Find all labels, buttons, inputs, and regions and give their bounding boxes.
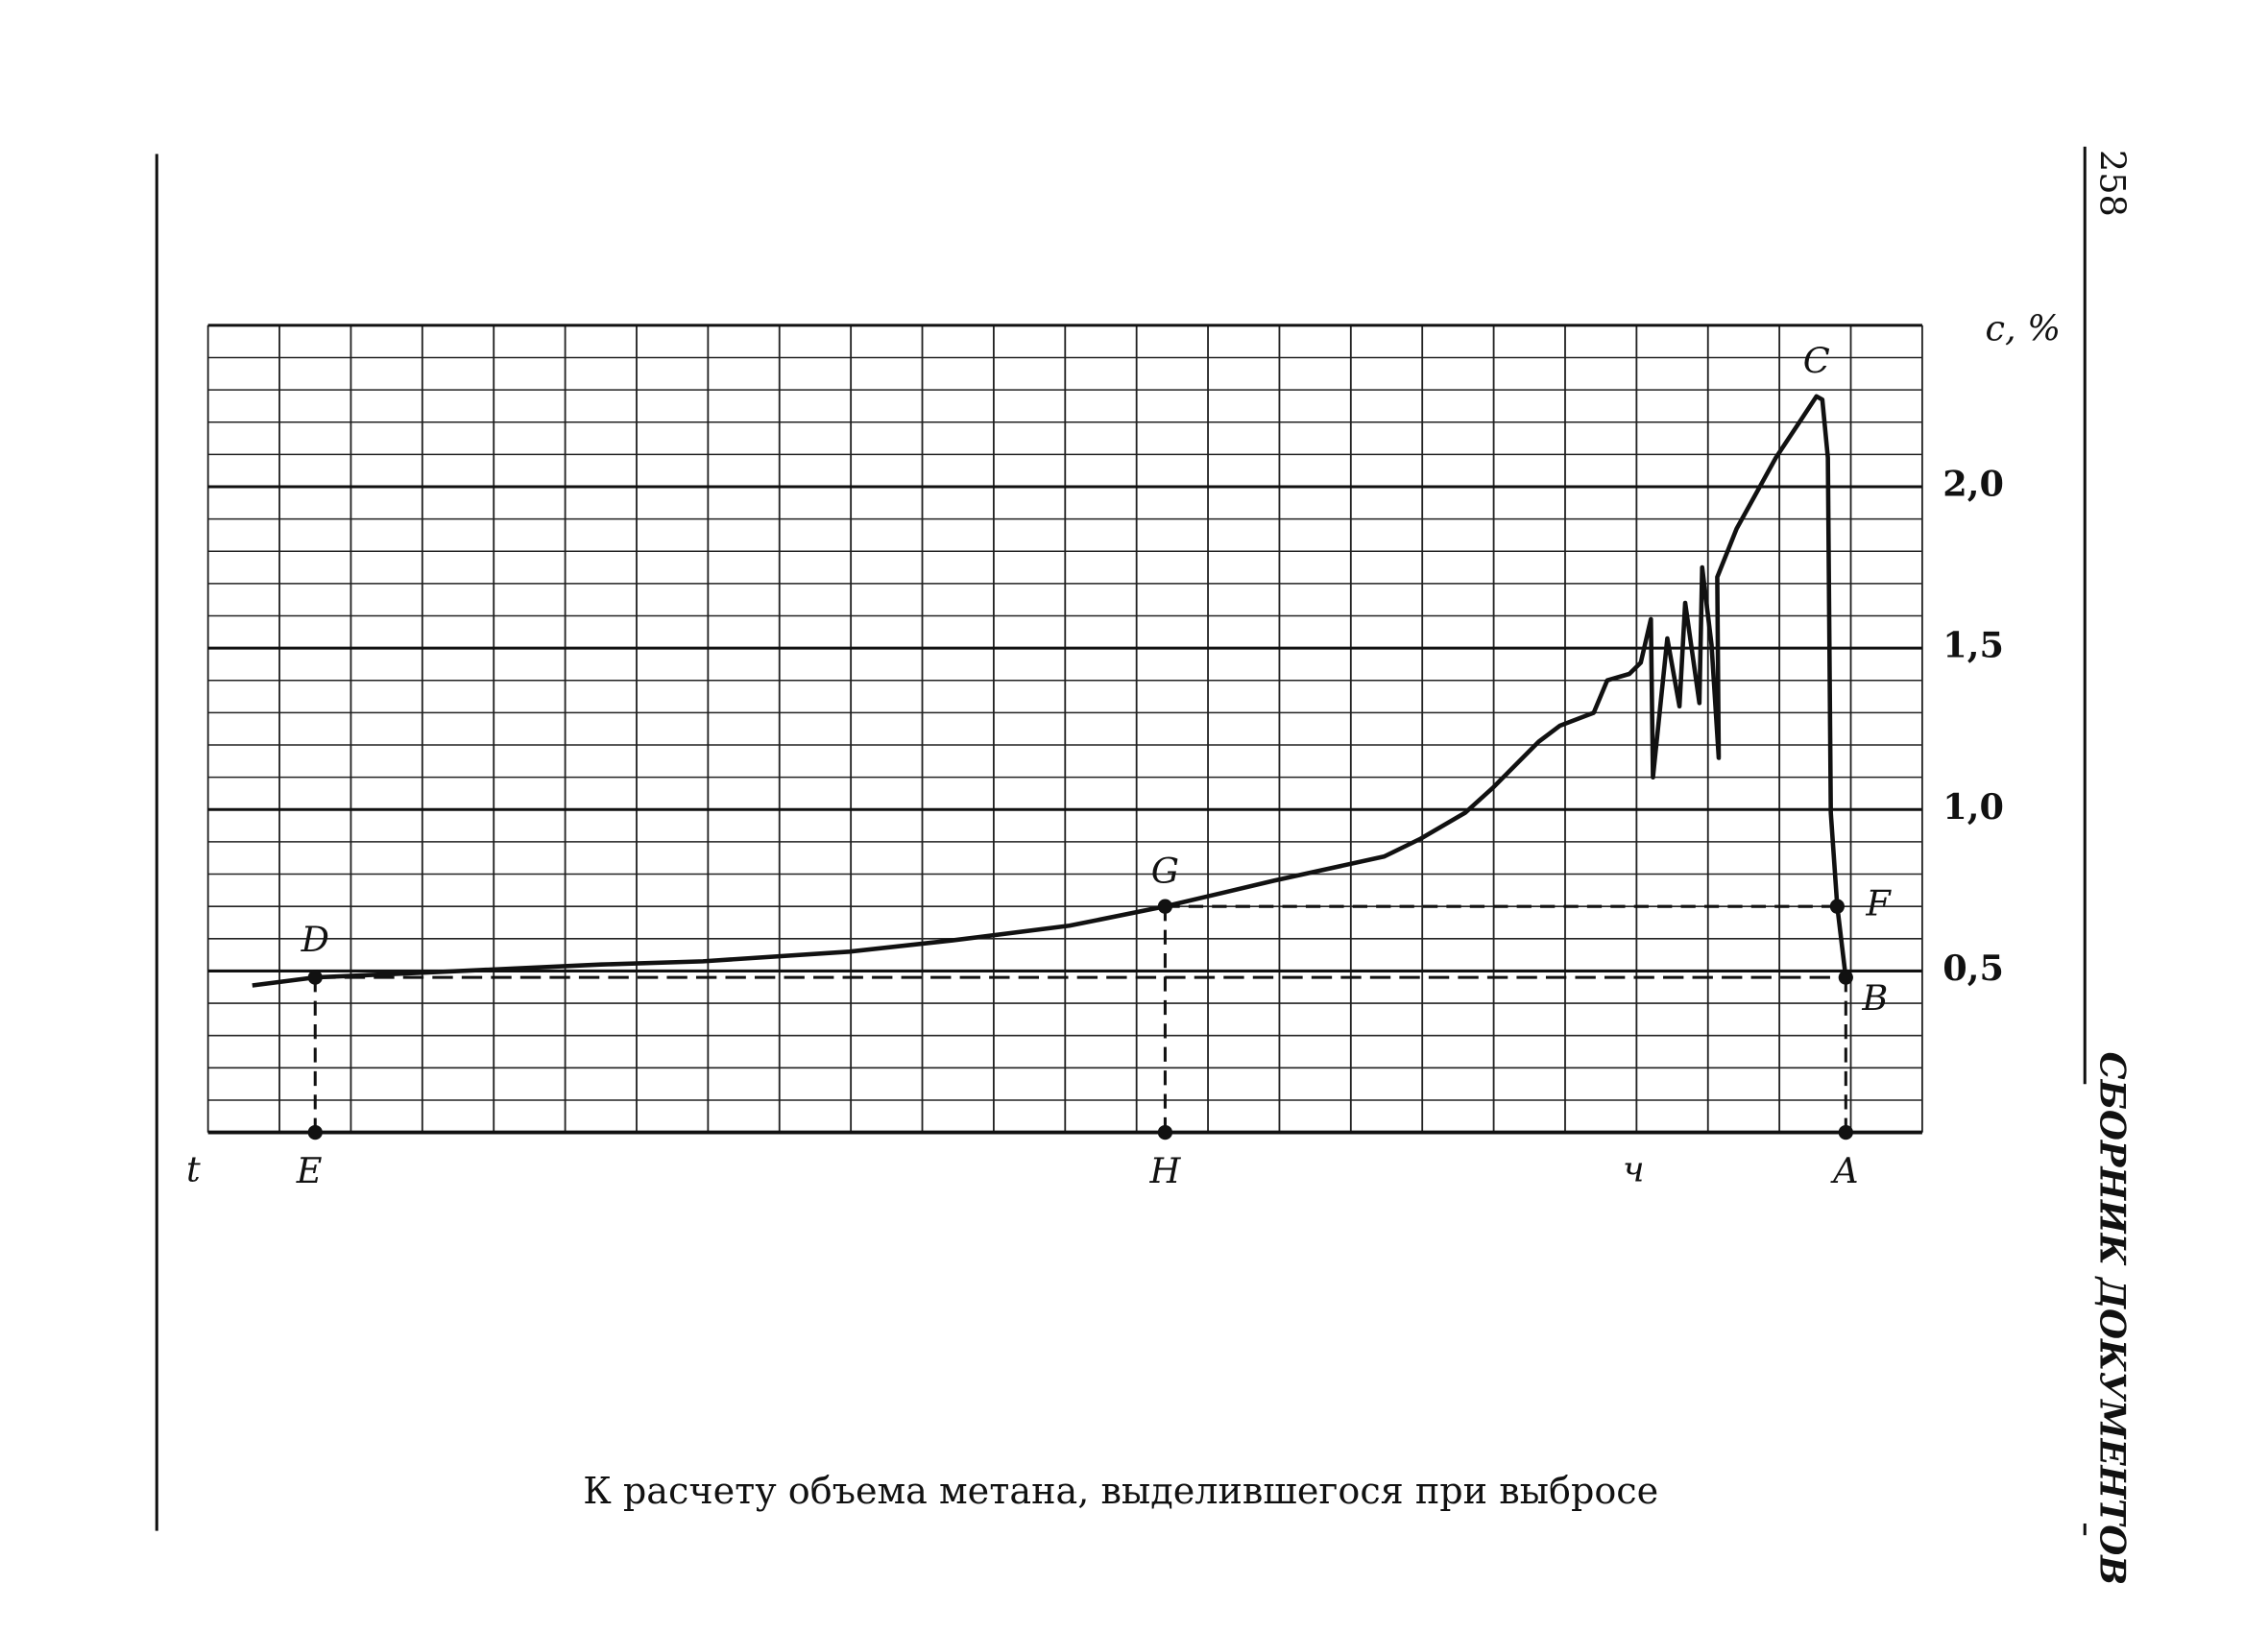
running-header: СБОРНИК ДОКУМЕНТОВ [2092, 1052, 2134, 1586]
point-marker [307, 1124, 323, 1140]
point-marker [1829, 899, 1846, 914]
point-label: D [301, 919, 329, 960]
y-tick-label: 0,5 [1942, 948, 2004, 989]
x-axis-label: t [186, 1148, 201, 1189]
point-label: F [1865, 883, 1892, 924]
annotation: C [1803, 341, 1830, 382]
point-label: B [1861, 977, 1888, 1019]
caption: К расчету объема метана, выделившегося п… [583, 1470, 1658, 1512]
point-label: G [1151, 851, 1179, 892]
point-marker [307, 970, 323, 985]
y-tick-label: 1,5 [1942, 625, 2004, 666]
y-tick-label: 2,0 [1942, 463, 2004, 504]
point-marker [1157, 899, 1173, 914]
point-marker [1157, 1124, 1173, 1140]
y-tick-label: 1,0 [1942, 786, 2004, 828]
point-label: A [1830, 1150, 1858, 1191]
x-unit: ч [1623, 1148, 1645, 1189]
point-marker [1838, 970, 1853, 985]
point-label: E [296, 1150, 323, 1191]
page-number: 258 [2092, 150, 2134, 217]
point-marker [1838, 1124, 1853, 1140]
point-label: H [1148, 1150, 1181, 1191]
data-line [252, 394, 1848, 988]
y-axis-label: c, % [1986, 307, 2062, 348]
